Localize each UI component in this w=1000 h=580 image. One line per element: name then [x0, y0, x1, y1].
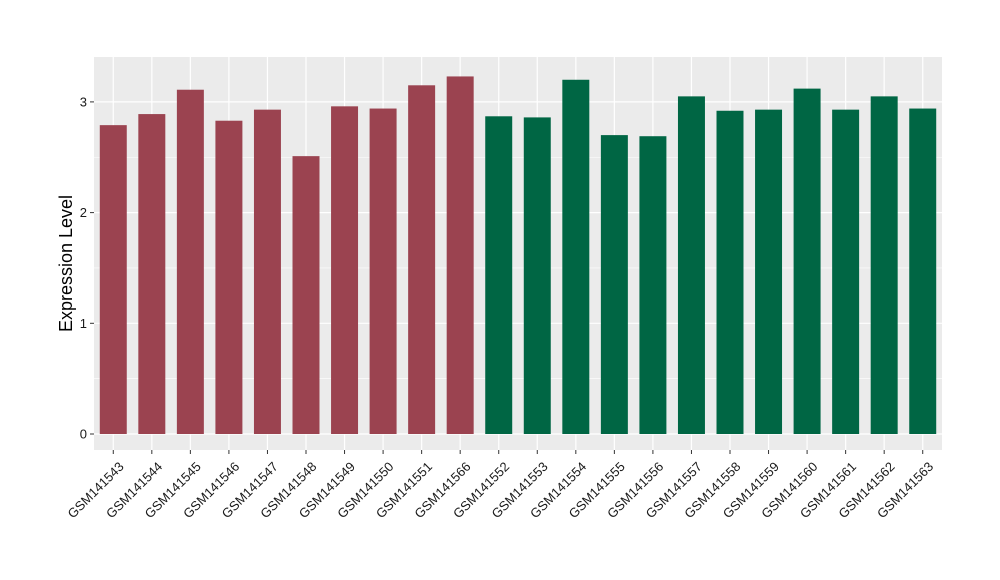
bar-GSM141549 [331, 106, 359, 434]
y-axis: 0 1 2 3 [80, 94, 94, 442]
y-axis-title: Expression Level [56, 195, 76, 332]
bar-GSM141547 [253, 109, 281, 435]
bar-GSM141561 [832, 109, 860, 435]
bar-GSM141556 [639, 136, 667, 435]
y-tick-label: 0 [80, 427, 87, 442]
bar-GSM141543 [99, 125, 127, 434]
bar-GSM141548 [292, 156, 320, 434]
x-axis: GSM141543GSM141544GSM141545GSM141546GSM1… [65, 450, 936, 521]
bar-GSM141563 [909, 108, 937, 435]
y-tick-label: 2 [80, 205, 87, 220]
bar-GSM141559 [755, 109, 783, 435]
bar-GSM141554 [562, 79, 590, 434]
y-tick-label: 3 [80, 94, 87, 109]
bar-GSM141550 [369, 108, 397, 435]
bar-GSM141553 [523, 117, 551, 434]
bar-GSM141555 [600, 135, 628, 435]
bar-GSM141562 [870, 96, 898, 435]
bar-GSM141545 [176, 89, 204, 435]
bar-GSM141552 [485, 116, 513, 434]
bar-GSM141551 [408, 85, 436, 435]
bar-GSM141557 [677, 96, 705, 435]
bar-GSM141544 [138, 114, 166, 435]
bar-GSM141558 [716, 110, 744, 435]
bar-GSM141566 [446, 76, 474, 435]
bars [99, 76, 937, 435]
bar-GSM141546 [215, 120, 243, 435]
bar-GSM141560 [793, 88, 821, 434]
y-tick-label: 1 [80, 316, 87, 331]
